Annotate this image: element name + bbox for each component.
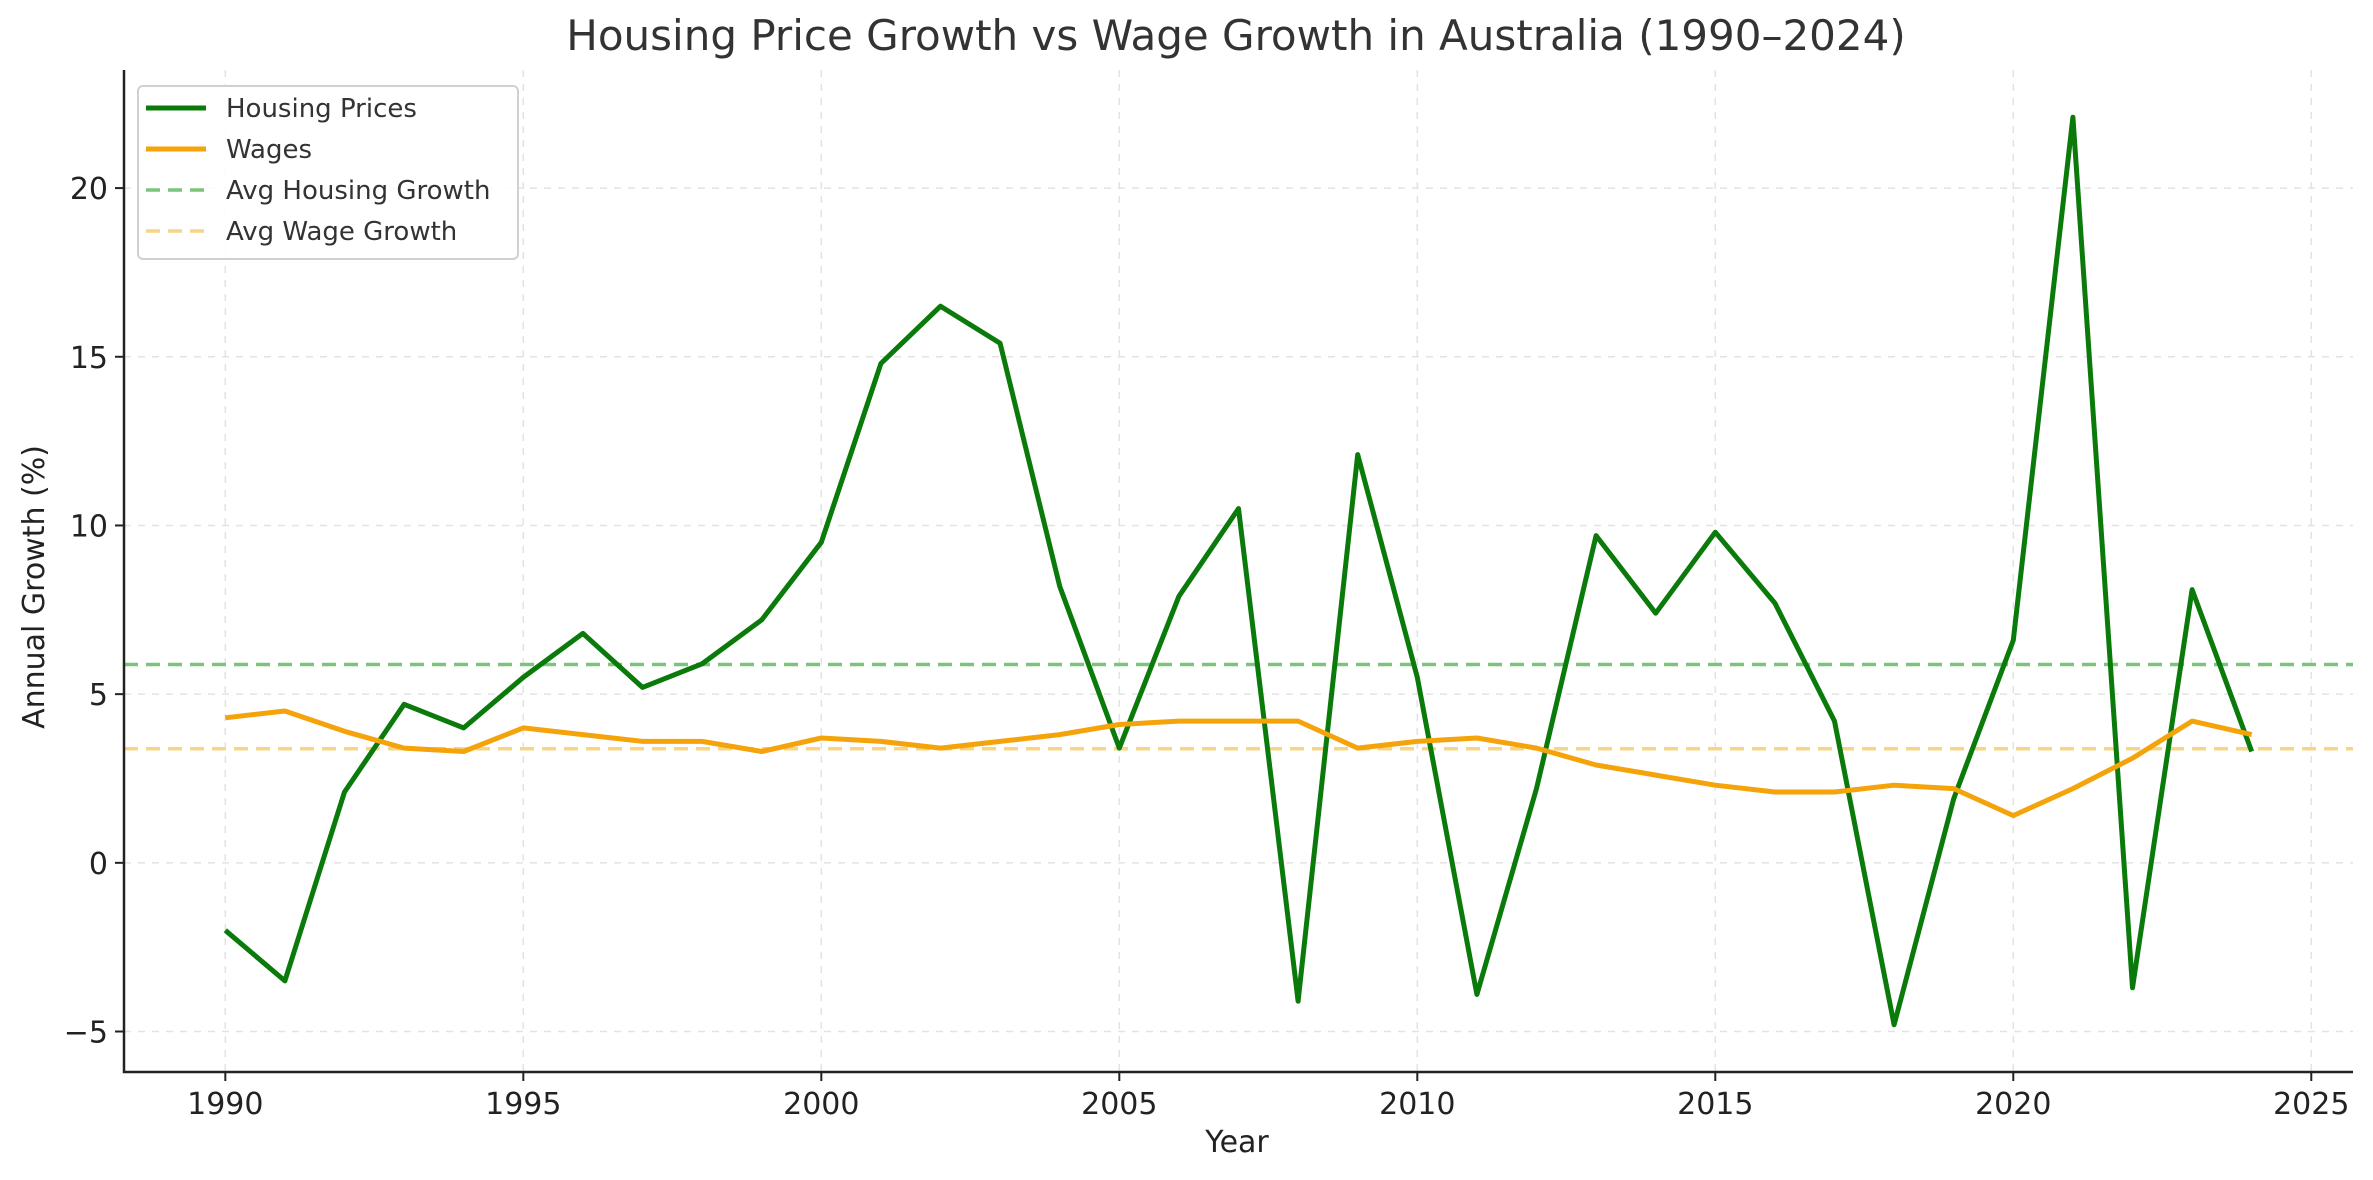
axes-spines	[122, 70, 2353, 1074]
y-axis-label: Annual Growth (%)	[17, 445, 52, 729]
legend-label-housing-prices: Housing Prices	[226, 94, 417, 124]
average-lines	[124, 662, 2353, 751]
x-axis-label: Year	[1204, 1125, 1269, 1160]
x-tick-label: 2010	[1379, 1087, 1455, 1122]
wages-line	[225, 708, 2253, 819]
x-tick-label: 2005	[1081, 1087, 1157, 1122]
housing-prices-line	[223, 114, 2255, 1028]
legend: Housing Prices Wages Avg Housing Growth Avg…	[137, 85, 519, 260]
series-lines	[223, 114, 2255, 1028]
x-tick-label: 1990	[187, 1087, 263, 1122]
y-tick-label: 20	[70, 172, 108, 207]
y-tick-label: −5	[64, 1016, 108, 1051]
legend-box	[137, 85, 519, 260]
x-tick-label: 2020	[1975, 1087, 2051, 1122]
x-tick-label: 1995	[485, 1087, 561, 1122]
y-axis-ticks: −5 0 5 10 15 20	[64, 172, 124, 1051]
legend-label-wages: Wages	[226, 135, 312, 165]
legend-label-avg-wage-growth: Avg Wage Growth	[226, 217, 457, 247]
y-tick-label: 0	[89, 847, 108, 882]
y-tick-label: 5	[89, 678, 108, 713]
x-axis-ticks: 1990 1995 2000 2005 2010 2015 2020 2025	[187, 1072, 2349, 1122]
x-tick-label: 2000	[783, 1087, 859, 1122]
x-tick-label: 2025	[2273, 1087, 2349, 1122]
y-tick-label: 10	[70, 509, 108, 544]
chart-title: Housing Price Growth vs Wage Growth in A…	[566, 11, 1905, 60]
y-tick-label: 15	[70, 341, 108, 376]
legend-label-avg-housing-growth: Avg Housing Growth	[226, 176, 490, 206]
x-tick-label: 2015	[1677, 1087, 1753, 1122]
